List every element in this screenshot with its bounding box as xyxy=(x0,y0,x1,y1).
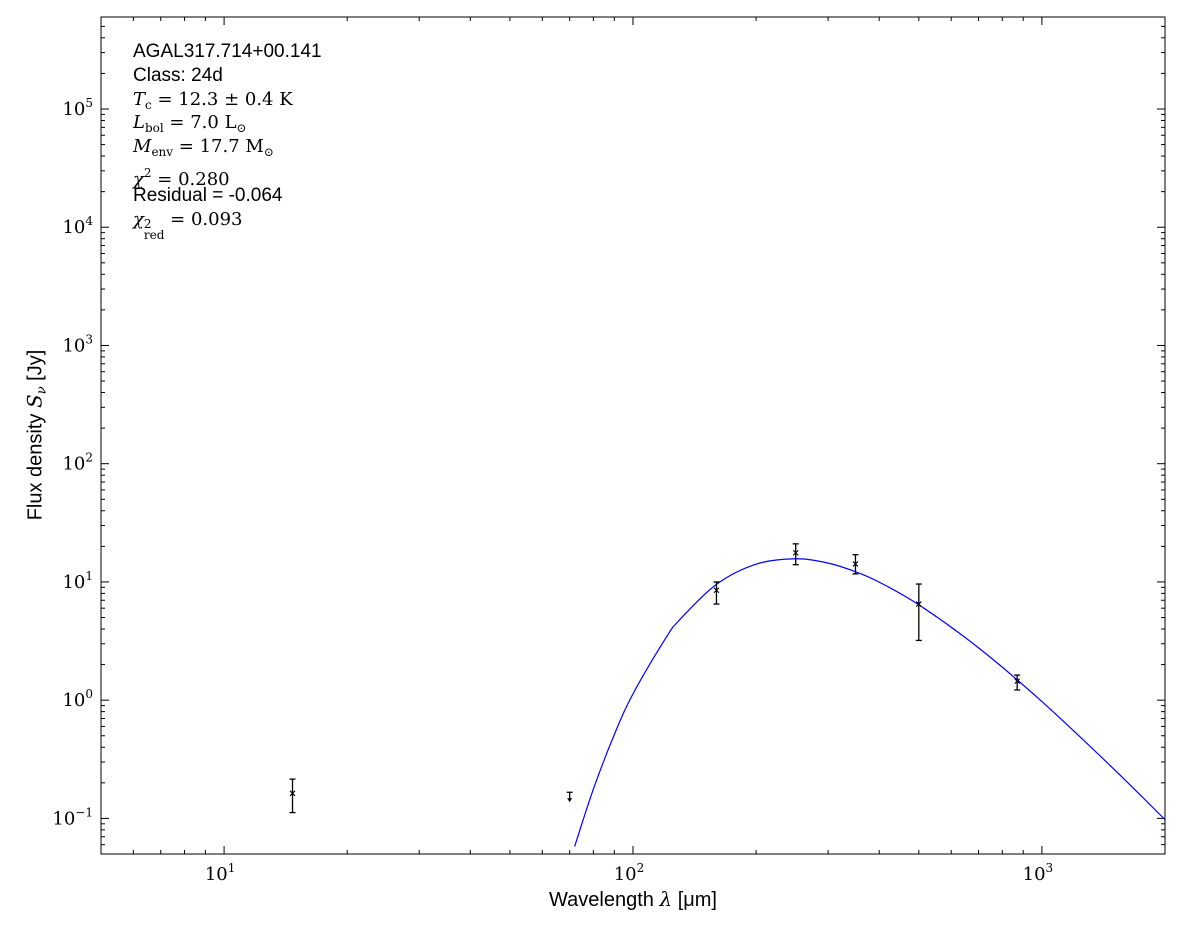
y-tick-label: 100 xyxy=(62,687,93,711)
y-tick-label: 104 xyxy=(62,214,93,238)
y-tick-labels: 10−1 100 101 102 103 104 105 xyxy=(52,96,93,829)
data-point xyxy=(852,554,859,575)
y-tick-label: 10−1 xyxy=(52,805,93,829)
axis-ticks xyxy=(100,16,1166,855)
data-point xyxy=(713,581,720,605)
x-marker xyxy=(713,587,720,594)
x-marker xyxy=(852,561,859,567)
plot-frame xyxy=(100,16,1166,855)
x-tick-label: 101 xyxy=(205,861,236,885)
chi2-label: χ2 = 0.280 xyxy=(133,166,230,190)
x-tick-label: 102 xyxy=(614,861,645,885)
temperature-label: Tc = 12.3 ± 0.4 K xyxy=(133,89,293,112)
luminosity-label: Lbol = 7.0 L⊙ xyxy=(133,112,247,135)
x-marker xyxy=(792,550,799,556)
data-point xyxy=(289,778,296,814)
data-point xyxy=(792,543,799,566)
x-marker xyxy=(289,790,296,797)
residual-label: Residual = -0.064 xyxy=(133,185,283,206)
y-tick-label: 101 xyxy=(62,569,93,593)
source-name: AGAL317.714+00.141 xyxy=(133,41,322,62)
y-axis-label: Flux density Sν [Jy] xyxy=(22,349,50,521)
class-label: Class: 24d xyxy=(133,65,223,86)
data-point xyxy=(1014,674,1021,691)
x-tick-label: 103 xyxy=(1023,861,1054,885)
data-points xyxy=(289,543,1021,814)
y-tick-label: 103 xyxy=(62,332,93,356)
x-marker xyxy=(915,601,922,607)
x-axis-label: Wavelength λ [μm] xyxy=(549,887,717,911)
mass-label: Menv = 17.7 M⊙ xyxy=(133,136,274,159)
x-marker xyxy=(1014,678,1021,684)
data-point xyxy=(915,583,922,642)
upper-limit-point xyxy=(566,791,573,803)
model-curve xyxy=(574,558,1165,847)
y-tick-label: 105 xyxy=(62,96,93,120)
chi2red-label: χ 2 red = 0.093 xyxy=(133,209,243,242)
upper-limit-arrow xyxy=(567,798,573,803)
x-tick-labels: 101 102 103 xyxy=(205,861,1053,885)
y-tick-label: 102 xyxy=(62,451,93,475)
